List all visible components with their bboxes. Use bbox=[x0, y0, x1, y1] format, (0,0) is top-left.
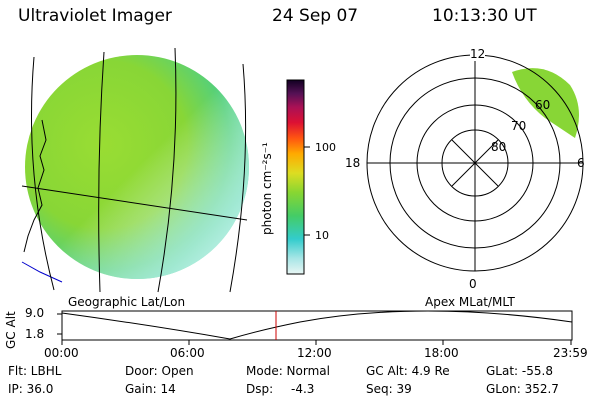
colorbar-label-100: 100 bbox=[315, 141, 336, 154]
info-glat: GLat: -55.8 bbox=[486, 364, 553, 378]
altitude-frame bbox=[61, 310, 573, 341]
altitude-ylabel: GC Alt bbox=[4, 311, 18, 349]
time-tick-1800: 18:00 bbox=[424, 346, 459, 360]
colorbar-label-10: 10 bbox=[315, 229, 329, 242]
info-door: Door: Open bbox=[125, 364, 194, 378]
lat-label-70: 70 bbox=[511, 119, 527, 133]
mlt-label-18: 18 bbox=[345, 156, 361, 170]
geo-grid-label: Geographic Lat/Lon bbox=[68, 295, 186, 309]
geo-grid bbox=[21, 47, 248, 293]
info-gain: Gain: 14 bbox=[125, 382, 176, 396]
info-dsp-value: -4.3 bbox=[291, 382, 315, 396]
info-gc-alt: GC Alt: 4.9 Re bbox=[366, 364, 450, 378]
altitude-ytick-9: 9.0 bbox=[25, 306, 45, 320]
colorbar-unit: photon cm⁻²s⁻¹ bbox=[260, 142, 274, 235]
mlt-label-6: 6 bbox=[577, 156, 585, 170]
altitude-ytick-1: 1.8 bbox=[25, 327, 45, 341]
instrument-title: Ultraviolet Imager bbox=[18, 6, 172, 26]
time-tick-2359: 23:59 bbox=[553, 346, 588, 360]
lat-label-80: 80 bbox=[491, 140, 507, 154]
info-dsp-label: Dsp: bbox=[246, 382, 274, 396]
orbit-altitude-curve bbox=[61, 310, 573, 340]
info-ip: IP: 36.0 bbox=[8, 382, 54, 396]
polar-grid bbox=[366, 54, 584, 272]
info-glon: GLon: 352.7 bbox=[486, 382, 559, 396]
mlt-label-0: 0 bbox=[469, 277, 477, 291]
colorbar bbox=[286, 79, 305, 275]
polar-aurora-region bbox=[512, 68, 579, 138]
apex-grid-label: Apex MLat/MLT bbox=[425, 295, 515, 309]
altitude-plot bbox=[57, 310, 573, 345]
info-seq: Seq: 39 bbox=[366, 382, 412, 396]
time-label: 10:13:30 UT bbox=[432, 6, 537, 26]
polar-plot bbox=[366, 54, 584, 272]
time-tick-0600: 06:00 bbox=[170, 346, 205, 360]
coastline-blue bbox=[21, 261, 63, 283]
time-tick-0000: 00:00 bbox=[44, 346, 79, 360]
mlt-label-12: 12 bbox=[470, 47, 486, 61]
lat-label-60: 60 bbox=[535, 98, 551, 112]
info-mode: Mode: Normal bbox=[246, 364, 330, 378]
date-label: 24 Sep 07 bbox=[272, 6, 359, 26]
time-tick-1200: 12:00 bbox=[297, 346, 332, 360]
auroral-image bbox=[25, 55, 249, 279]
info-flt: Flt: LBHL bbox=[8, 364, 62, 378]
